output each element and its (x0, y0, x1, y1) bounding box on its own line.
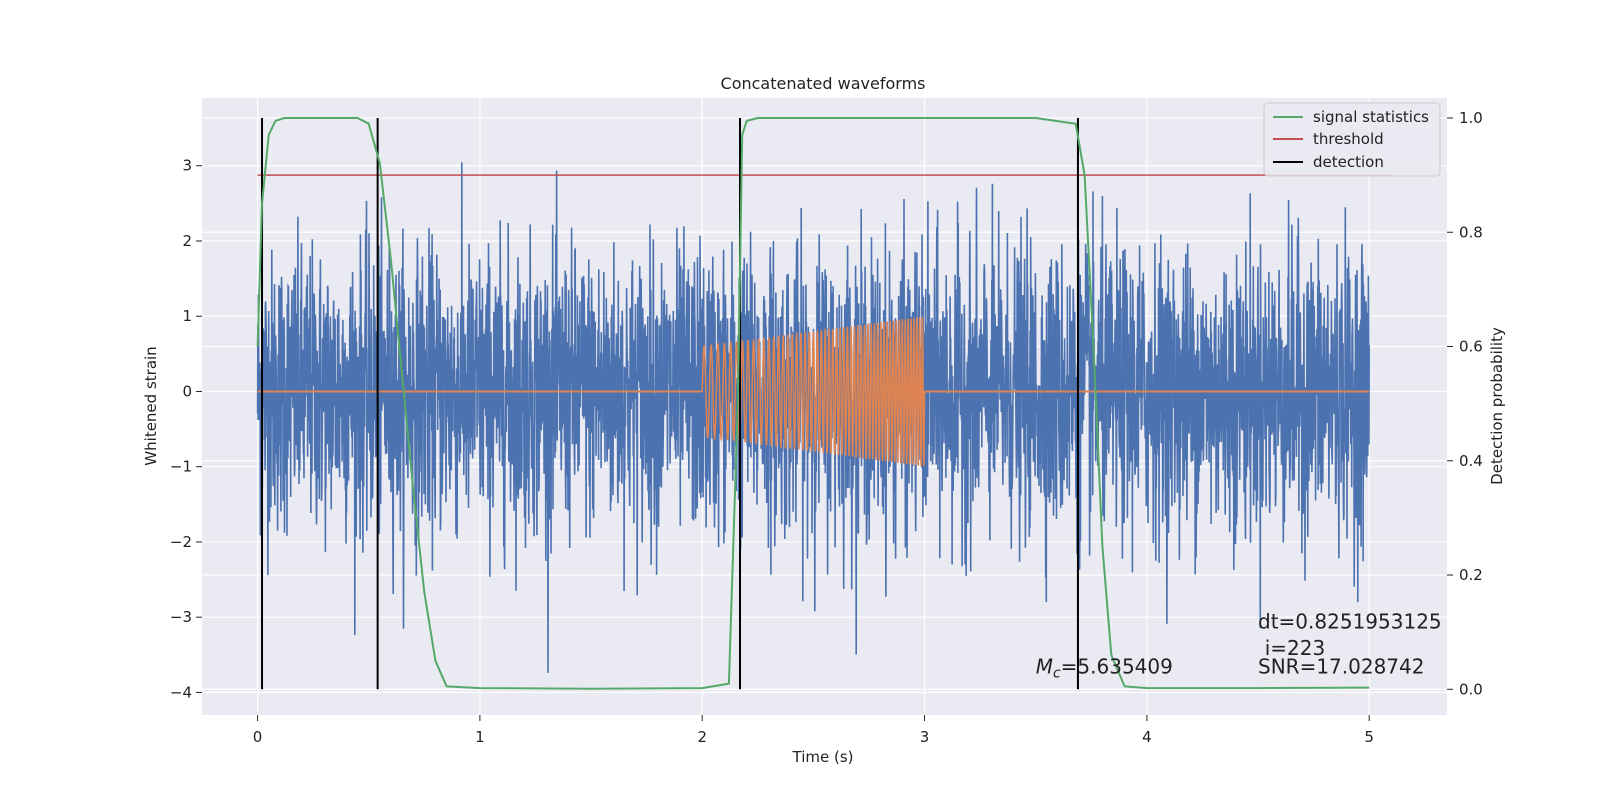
y2-tick-label: 0.0 (1459, 680, 1483, 698)
y2-tick-label: 0.2 (1459, 566, 1483, 584)
x-axis-label: Time (s) (792, 748, 854, 766)
annotation-snr: SNR=17.028742 (1258, 655, 1424, 679)
y-tick-label: −4 (170, 683, 192, 701)
y-tick-label: −2 (170, 533, 192, 551)
annotation-mc-symbol: M (1036, 655, 1053, 679)
y-tick-label: −3 (170, 608, 192, 626)
noise-line (256, 162, 1370, 673)
annotation-mc-value: =5.635409 (1061, 655, 1173, 679)
annotation-dt: dt=0.8251953125 (1258, 609, 1442, 633)
legend-label-detection: detection (1313, 153, 1384, 171)
signal-statistics-line (256, 117, 1370, 690)
noise-series (256, 162, 1370, 673)
y-tick-label: −1 (170, 458, 192, 476)
annotation-mc-subscript: c (1053, 666, 1061, 682)
axis-ticks: 0 1 2 3 4 5 −4 −3 −2 −1 0 1 2 3 0.0 0.2 0.4 0.6 0.8 1.0 (170, 109, 1483, 746)
y2-tick-label: 0.8 (1459, 223, 1483, 241)
y-tick-label: 3 (182, 157, 192, 175)
annotation-i: i=223 (1265, 636, 1326, 660)
y2-axis-label: Detection probability (1488, 327, 1506, 485)
chart-title: Concatenated waveforms (721, 74, 926, 93)
legend: signal statistics threshold detection (1263, 102, 1441, 177)
legend-label-threshold: threshold (1313, 130, 1384, 148)
y-tick-label: 0 (182, 382, 192, 400)
signal-statistics-series (256, 117, 1370, 690)
annotations: dt=0.8251953125 i=223 SNR=17.028742 Mc=5… (1036, 609, 1442, 681)
x-tick-label: 5 (1364, 728, 1374, 746)
x-tick-label: 2 (697, 728, 707, 746)
y2-tick-label: 1.0 (1459, 109, 1483, 127)
y-tick-label: 1 (182, 307, 192, 325)
legend-label-signal-statistics: signal statistics (1313, 108, 1429, 126)
y2-tick-label: 0.6 (1459, 338, 1483, 356)
x-tick-label: 4 (1142, 728, 1152, 746)
x-tick-label: 1 (475, 728, 485, 746)
annotation-mc: Mc=5.635409 (1036, 655, 1173, 682)
x-tick-label: 0 (253, 728, 263, 746)
y2-tick-label: 0.4 (1459, 452, 1483, 470)
legend-box (1263, 102, 1441, 177)
y-axis-label: Whitened strain (142, 346, 160, 465)
y-tick-label: 2 (182, 232, 192, 250)
x-tick-label: 3 (920, 728, 930, 746)
